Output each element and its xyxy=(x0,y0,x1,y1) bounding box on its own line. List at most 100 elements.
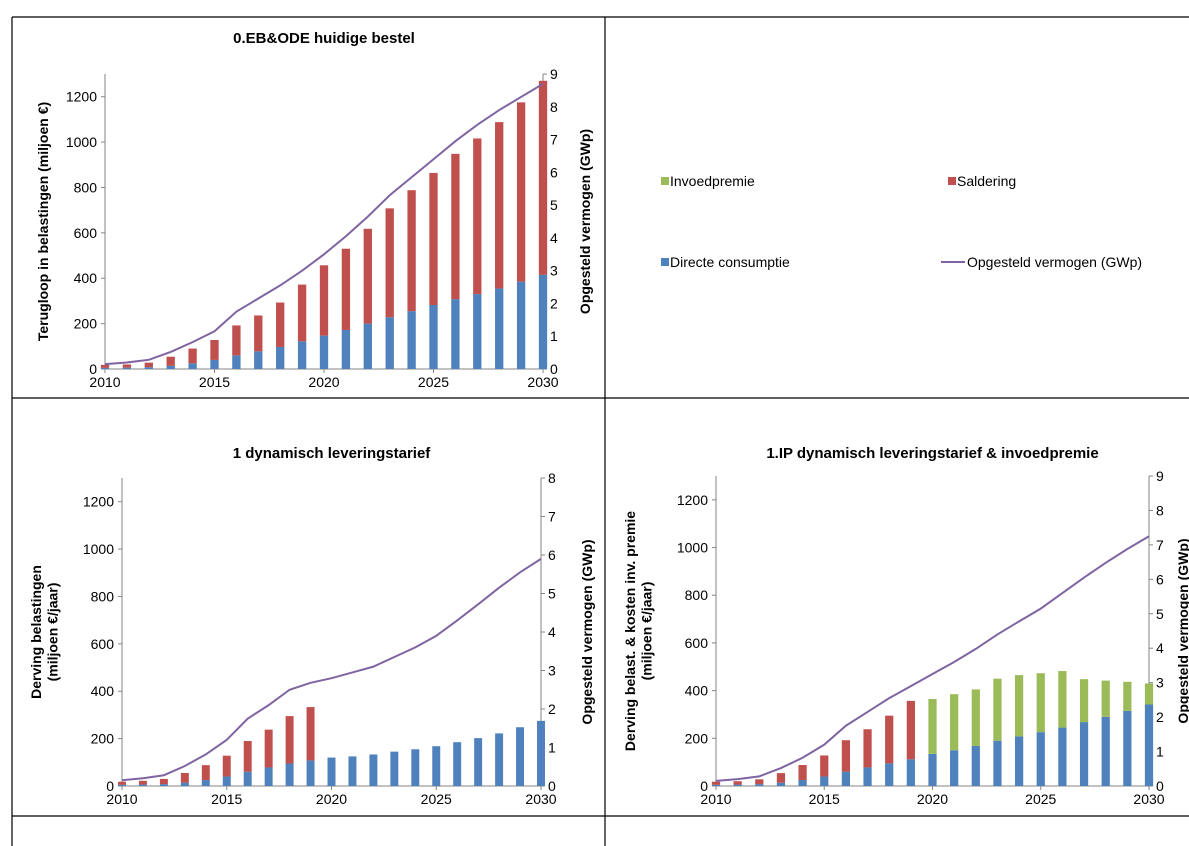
bar-saldering-2018 xyxy=(276,302,285,347)
bar-invoedpremie-2023 xyxy=(993,678,1002,741)
y2-tick-label: 3 xyxy=(1156,675,1164,691)
bar-saldering-2014 xyxy=(201,765,210,781)
bar-invoedpremie-2027 xyxy=(1079,679,1089,723)
x-tick-label: 2020 xyxy=(316,791,347,807)
bar-directe-consumptie-2020 xyxy=(327,757,336,786)
bar-saldering-2013 xyxy=(180,772,189,783)
y-tick-label: 600 xyxy=(74,225,98,241)
y2-tick-label: 4 xyxy=(1156,640,1164,656)
bar-directe-consumptie-2025 xyxy=(1036,732,1045,786)
bar-directe-consumptie-2022 xyxy=(971,745,980,786)
line-opgesteld-vermogen xyxy=(121,558,542,782)
bar-invoedpremie-2026 xyxy=(1058,671,1067,728)
y2-tick-label: 0 xyxy=(548,778,556,794)
bar-saldering-2017 xyxy=(254,315,263,352)
bar-directe-consumptie-2015 xyxy=(210,359,219,369)
bar-directe-consumptie-2023 xyxy=(993,740,1002,786)
x-tick-label: 2010 xyxy=(89,374,120,390)
bar-directe-consumptie-2030 xyxy=(1144,704,1154,786)
bar-directe-consumptie-2017 xyxy=(254,351,263,369)
bar-saldering-2026 xyxy=(451,153,460,300)
y-tick-label: 400 xyxy=(685,683,709,699)
x-tick-label: 2010 xyxy=(700,791,731,807)
bar-saldering-2014 xyxy=(188,348,197,364)
bar-saldering-2018 xyxy=(885,715,894,764)
bar-directe-consumptie-2018 xyxy=(276,346,285,369)
bar-saldering-2010 xyxy=(100,364,110,368)
bar-directe-consumptie-2016 xyxy=(841,771,851,786)
y-axis-label: Terugloop in belastingen (miljoen €) xyxy=(35,102,51,341)
bar-saldering-2025 xyxy=(429,172,438,306)
bar-directe-consumptie-2022 xyxy=(369,754,378,786)
y-tick-label: 400 xyxy=(74,270,98,286)
y2-tick-label: 5 xyxy=(548,586,556,602)
x-tick-label: 2025 xyxy=(421,791,452,807)
bar-directe-consumptie-2017 xyxy=(264,767,273,786)
bar-invoedpremie-2024 xyxy=(1014,675,1024,737)
bar-saldering-2015 xyxy=(210,339,219,360)
bar-saldering-2019 xyxy=(297,284,307,342)
bar-saldering-2015 xyxy=(222,755,231,777)
bar-saldering-2023 xyxy=(385,208,394,318)
y2-tick-label: 4 xyxy=(548,624,556,640)
y-tick-label: 600 xyxy=(685,635,709,651)
y2-tick-label: 9 xyxy=(1156,468,1164,484)
y2-axis-label: Opgesteld vermogen (GWp) xyxy=(1175,538,1189,723)
bar-saldering-2010 xyxy=(711,781,721,785)
y-axis-label: Derving belastingen(miljoen €/jaar) xyxy=(28,565,60,699)
bar-saldering-2030 xyxy=(538,80,548,275)
bar-saldering-2012 xyxy=(755,779,764,785)
bar-saldering-2013 xyxy=(166,356,175,366)
legend-panel: Invoedpremie Saldering Directe consumpti… xyxy=(606,17,1189,398)
bar-directe-consumptie-2010 xyxy=(711,784,721,786)
legend-label-saldering: Saldering xyxy=(957,173,1017,189)
y2-tick-label: 5 xyxy=(550,197,558,213)
bar-directe-consumptie-2013 xyxy=(776,782,786,786)
bar-directe-consumptie-2028 xyxy=(495,288,504,369)
bar-directe-consumptie-2011 xyxy=(138,784,147,786)
y2-tick-label: 2 xyxy=(550,295,558,311)
bar-saldering-2017 xyxy=(863,729,872,768)
bar-directe-consumptie-2024 xyxy=(411,749,420,786)
bar-directe-consumptie-2026 xyxy=(451,299,460,369)
chart-title: 1 dynamisch leveringstarief xyxy=(233,445,432,462)
y-tick-label: 1200 xyxy=(83,494,114,510)
x-tick-label: 2015 xyxy=(199,374,230,390)
bar-directe-consumptie-2019 xyxy=(906,759,915,786)
x-tick-label: 2015 xyxy=(211,791,242,807)
y2-tick-label: 6 xyxy=(548,547,556,563)
chart-title: 0.EB&ODE huidige bestel xyxy=(233,30,415,47)
legend-swatch-saldering-icon xyxy=(948,177,956,185)
bar-directe-consumptie-2011 xyxy=(122,367,132,369)
y-axis-label-line: (miljoen €/jaar) xyxy=(44,583,60,682)
y2-tick-label: 1 xyxy=(548,740,556,756)
y2-tick-label: 5 xyxy=(1156,606,1164,622)
y-tick-label: 1000 xyxy=(677,540,708,556)
x-tick-label: 2025 xyxy=(1025,791,1056,807)
bar-directe-consumptie-2016 xyxy=(243,771,252,786)
y2-tick-label: 8 xyxy=(1156,502,1164,518)
y2-tick-label: 6 xyxy=(550,164,558,180)
bar-saldering-2027 xyxy=(473,138,482,295)
y2-tick-label: 9 xyxy=(550,66,558,82)
x-tick-label: 2030 xyxy=(525,791,556,807)
bar-directe-consumptie-2013 xyxy=(166,365,175,369)
bar-directe-consumptie-2025 xyxy=(429,305,438,369)
y2-tick-label: 7 xyxy=(548,509,556,525)
bar-directe-consumptie-2026 xyxy=(1058,727,1067,786)
bar-saldering-2020 xyxy=(319,265,329,336)
bar-directe-consumptie-2018 xyxy=(885,763,894,786)
y2-tick-label: 1 xyxy=(550,328,558,344)
bar-directe-consumptie-2027 xyxy=(1079,722,1089,786)
bar-directe-consumptie-2024 xyxy=(1014,736,1024,786)
y-axis-label: Derving belast. & kosten inv. premie(mil… xyxy=(622,511,654,751)
legend-item-saldering: Saldering xyxy=(948,173,1016,189)
bar-directe-consumptie-2018 xyxy=(285,763,294,786)
bar-directe-consumptie-2027 xyxy=(473,294,482,369)
y-tick-label: 800 xyxy=(91,588,115,604)
bar-directe-consumptie-2027 xyxy=(474,738,483,786)
y2-tick-label: 3 xyxy=(550,263,558,279)
bar-directe-consumptie-2019 xyxy=(306,760,315,786)
bar-invoedpremie-2022 xyxy=(971,689,980,746)
bar-directe-consumptie-2017 xyxy=(863,767,872,786)
